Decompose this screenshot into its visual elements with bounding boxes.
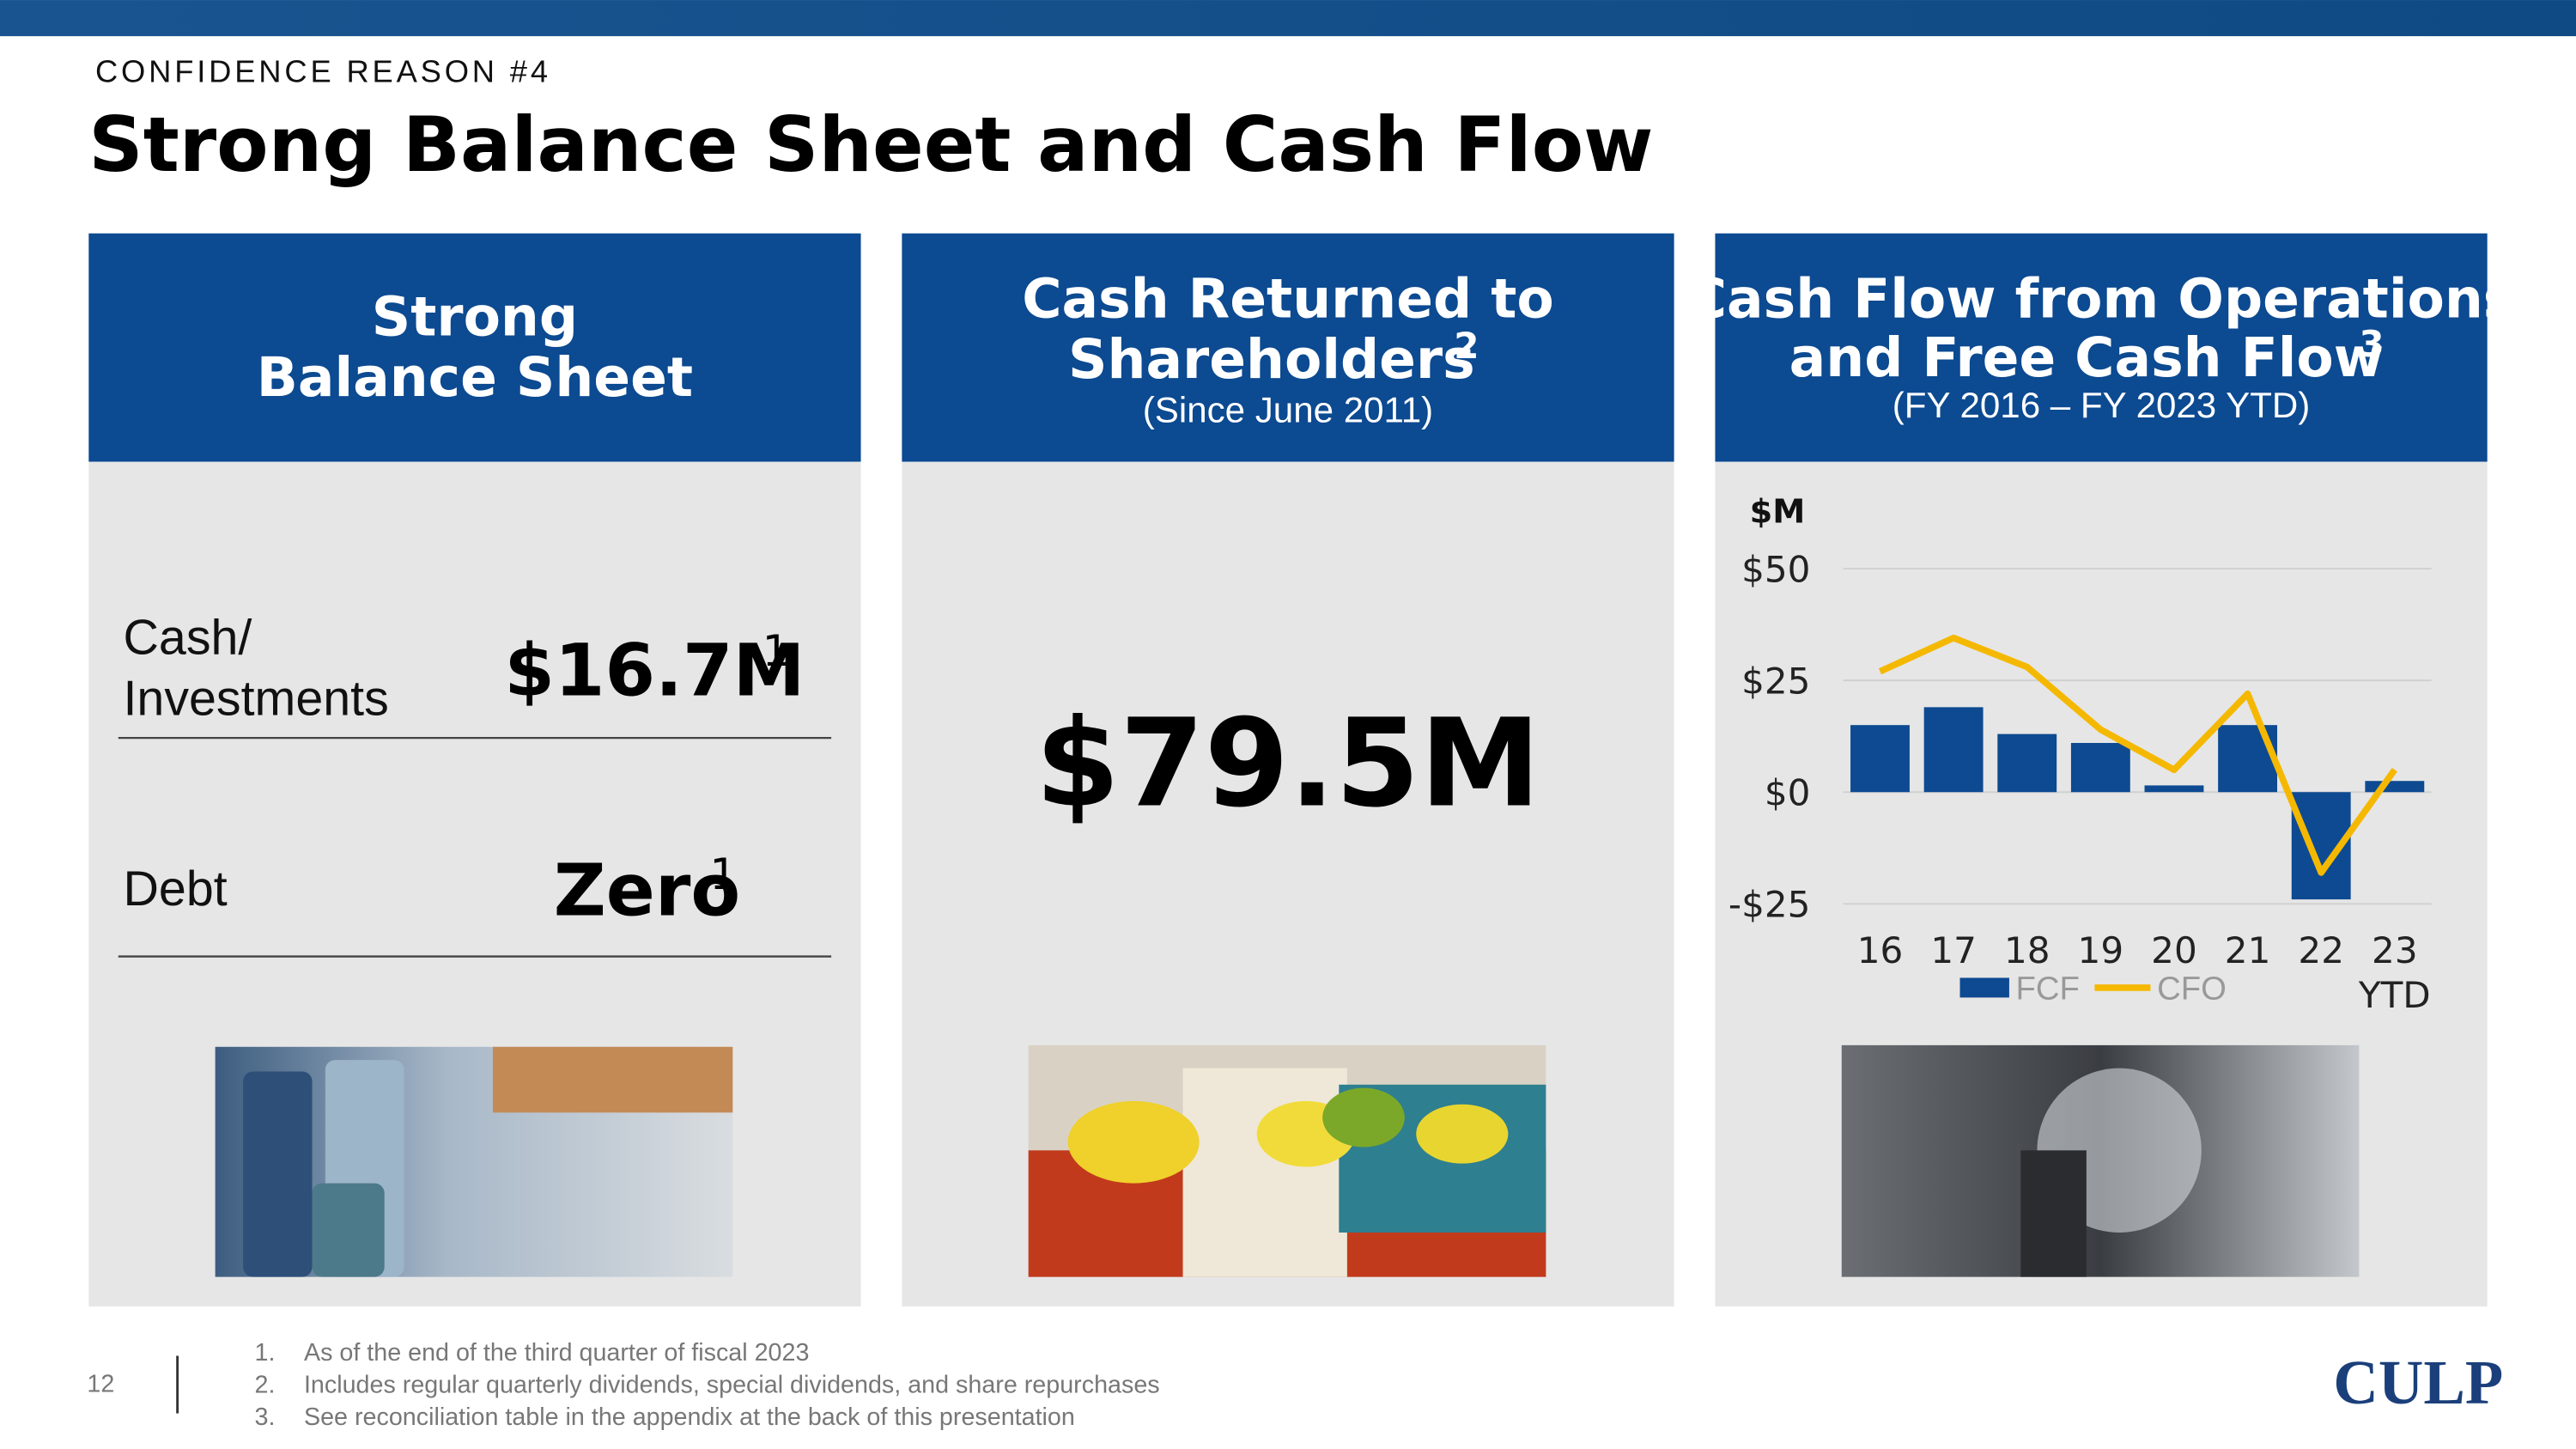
legend-label: CFO <box>2157 970 2227 1007</box>
row-label: Debt <box>123 861 227 916</box>
row-value: $16.7M <box>504 628 805 712</box>
footnote-text: As of the end of the third quarter of fi… <box>304 1339 809 1367</box>
footnote-number: 1. <box>255 1339 276 1367</box>
row-label: Cash/ <box>123 611 252 666</box>
panel-title: and Free Cash Flow <box>1789 326 2384 389</box>
panel-header <box>902 233 1674 462</box>
bar <box>2144 785 2204 793</box>
y-tick-label: $0 <box>1765 772 1811 814</box>
superscript: 3 <box>2359 323 2384 365</box>
footnotes: 1. As of the end of the third quarter of … <box>255 1339 1160 1431</box>
x-tick-label: 19 <box>2078 929 2124 971</box>
bar <box>1997 734 2057 793</box>
title: Strong Balance Sheet and Cash Flow <box>88 100 1653 189</box>
x-tick-label: 22 <box>2298 929 2344 971</box>
panel-title: Strong <box>372 284 578 348</box>
chart: -$25 $0 $25 $50 16 17 18 19 20 21 22 23 YTD FCF CFO <box>1728 548 2432 1016</box>
y-tick-label: $50 <box>1741 548 1810 590</box>
photo-machine <box>1841 1044 2360 1277</box>
x-tick-label: 18 <box>2004 929 2050 971</box>
panel: Cash Returned to Shareholders 2 (Since J… <box>902 233 1674 1307</box>
bar <box>2365 781 2425 793</box>
kicker: CONFIDENCE REASON #4 <box>95 54 551 89</box>
bar <box>1850 725 1910 793</box>
superscript: 1 <box>710 849 738 899</box>
x-tick-label: 20 <box>2151 929 2197 971</box>
panel-subtitle: (Since June 2011) <box>1143 390 1433 430</box>
x-tick-label: 23 YTD <box>2358 929 2431 1016</box>
footnote-number: 2. <box>255 1372 276 1399</box>
row-value: Zero <box>554 849 740 933</box>
y-tick-label: $25 <box>1741 660 1810 702</box>
x-tick-label: 16 <box>1857 929 1904 971</box>
bar <box>2070 742 2130 793</box>
panel-title: Shareholders <box>1068 327 1475 391</box>
y-axis-label: $M <box>1750 492 1806 531</box>
row-label: Investments <box>123 671 388 726</box>
line <box>1878 634 2397 876</box>
panel-title: Cash Flow from Operations <box>1687 266 2516 330</box>
panel-subtitle: (FY 2016 – FY 2023 YTD) <box>1893 385 2311 425</box>
superscript: 2 <box>1454 325 1479 367</box>
x-tick-label: 17 <box>1930 929 1977 971</box>
panel-header <box>88 233 861 462</box>
photo-yarn <box>215 1046 733 1277</box>
top-band <box>0 0 2576 37</box>
legend-swatch <box>1959 977 2009 998</box>
panel-title: Balance Sheet <box>257 345 693 409</box>
bar <box>1923 707 1984 793</box>
panel: Strong Balance Sheet Cash/ Investments $… <box>88 233 861 1307</box>
y-tick-label: -$25 <box>1728 884 1811 926</box>
panel-header <box>1715 233 2488 462</box>
panel: Cash Flow from Operations and Free Cash … <box>1687 233 2516 1307</box>
footnote-text: Includes regular quarterly dividends, sp… <box>304 1372 1160 1399</box>
bar <box>2218 725 2278 793</box>
logo: CULP <box>2333 1348 2503 1417</box>
footnote-text: See reconciliation table in the appendix… <box>304 1403 1075 1431</box>
photo-sofa <box>1028 1044 1546 1277</box>
big-value: $79.5M <box>1036 694 1541 835</box>
page-number: 12 <box>87 1371 114 1398</box>
footnote-number: 3. <box>255 1403 276 1431</box>
legend-label: FCF <box>2016 970 2080 1007</box>
superscript: 1 <box>762 626 790 676</box>
panel-title: Cash Returned to <box>1022 266 1554 330</box>
x-tick-label: 21 <box>2225 929 2271 971</box>
